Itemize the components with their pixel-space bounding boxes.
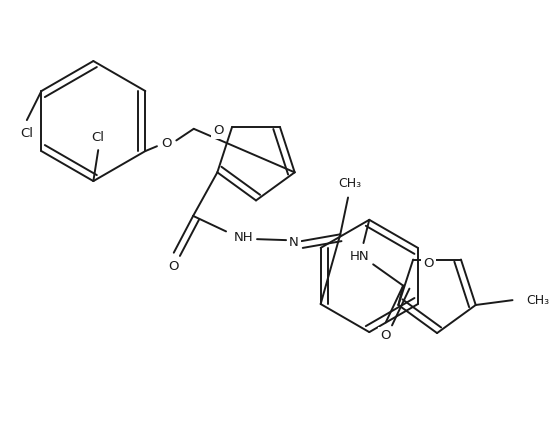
Text: O: O [161, 137, 172, 150]
Text: O: O [381, 330, 391, 342]
Text: Cl: Cl [91, 131, 105, 144]
Text: O: O [423, 257, 434, 270]
Text: O: O [169, 260, 179, 273]
Text: HN: HN [350, 250, 369, 263]
Text: CH₃: CH₃ [338, 178, 361, 190]
Text: O: O [213, 124, 224, 137]
Text: N: N [289, 235, 299, 249]
Text: NH: NH [234, 231, 253, 244]
Text: Cl: Cl [20, 127, 34, 140]
Text: CH₃: CH₃ [526, 294, 549, 306]
